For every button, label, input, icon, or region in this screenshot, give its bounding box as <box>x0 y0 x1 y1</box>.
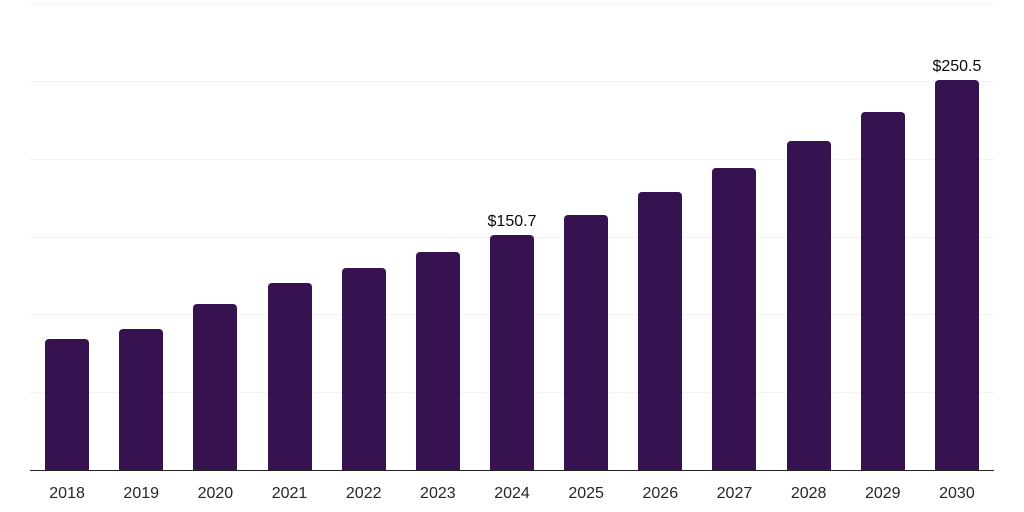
bar-2024 <box>490 235 534 470</box>
bar-2021 <box>267 283 312 470</box>
bar-2020 <box>193 304 238 470</box>
x-tick-label-2024: 2024 <box>494 485 530 502</box>
gridline-300 <box>30 3 994 4</box>
bar-2023 <box>415 251 460 470</box>
x-tick-label-2021: 2021 <box>271 485 308 502</box>
x-tick-label-2018: 2018 <box>49 485 85 502</box>
bar-2027 <box>712 167 757 470</box>
gridline-250 <box>30 80 994 82</box>
x-tick-label-2027: 2027 <box>716 485 753 502</box>
gridline-200 <box>30 158 994 160</box>
x-tick-label-2026: 2026 <box>642 485 679 502</box>
bar-2026 <box>638 192 683 470</box>
bar-2022 <box>341 268 386 470</box>
x-tick-label-2023: 2023 <box>420 485 456 502</box>
bar-2028 <box>786 140 831 470</box>
x-tick-label-2029: 2029 <box>864 485 901 502</box>
bar-value-label-2024: $150.7 <box>487 213 537 231</box>
x-tick-label-2030: 2030 <box>939 485 975 502</box>
x-tick-label-2025: 2025 <box>568 485 604 502</box>
x-tick-label-2028: 2028 <box>790 485 827 502</box>
bar-2025 <box>564 214 609 470</box>
bar-2029 <box>860 111 905 470</box>
x-tick-label-2020: 2020 <box>197 485 234 502</box>
bar-2018 <box>45 339 90 470</box>
bar-2030 <box>934 80 979 470</box>
bar-value-label-2030: $250.5 <box>932 58 982 76</box>
x-tick-label-2019: 2019 <box>123 485 160 502</box>
x-tick-label-2022: 2022 <box>345 485 382 502</box>
x-axis-line <box>30 469 994 471</box>
bar-2019 <box>119 329 164 470</box>
